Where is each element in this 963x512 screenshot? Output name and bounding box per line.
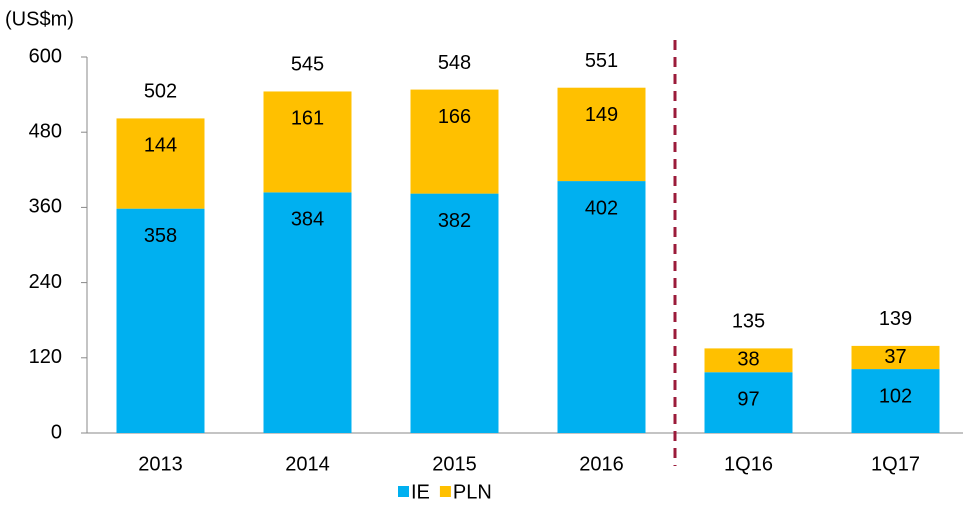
total-label: 548	[438, 52, 471, 74]
y-tick-label: 480	[29, 120, 62, 142]
value-label: 97	[737, 388, 759, 410]
y-tick-label: 600	[29, 45, 62, 67]
bar-segment	[116, 208, 205, 433]
total-label: 135	[732, 311, 765, 333]
x-tick-label: 1Q17	[871, 453, 920, 475]
bar-segment	[557, 87, 646, 182]
bar-segment	[263, 192, 352, 433]
x-tick-label: 2016	[579, 453, 624, 475]
bar-segment	[410, 193, 499, 433]
value-label: 382	[438, 210, 471, 232]
unit-label: (US$m)	[5, 8, 74, 30]
value-label: 149	[585, 104, 618, 126]
value-label: 37	[884, 346, 906, 368]
legend-label: IE	[411, 481, 430, 503]
value-label: 102	[879, 385, 912, 407]
y-tick-label: 240	[29, 271, 62, 293]
x-tick-label: 1Q16	[724, 453, 773, 475]
y-tick-label: 0	[51, 421, 62, 443]
value-label: 166	[438, 106, 471, 128]
total-label: 551	[585, 50, 618, 72]
value-label: 358	[144, 225, 177, 247]
total-label: 502	[144, 81, 177, 103]
y-tick-label: 360	[29, 196, 62, 218]
bar-segment	[851, 345, 940, 370]
bar-segment	[704, 348, 793, 373]
value-label: 402	[585, 197, 618, 219]
legend-swatch	[439, 486, 451, 497]
value-label: 384	[291, 209, 324, 231]
bar-segment	[116, 118, 205, 209]
x-tick-label: 2013	[138, 453, 183, 475]
value-label: 161	[291, 108, 324, 130]
bar-segment	[410, 89, 499, 194]
total-label: 545	[291, 54, 324, 76]
value-label: 144	[144, 135, 177, 157]
bar-segment	[851, 369, 940, 433]
bar-segment	[557, 181, 646, 433]
legend-swatch	[398, 486, 409, 497]
x-tick-label: 2014	[285, 453, 330, 475]
value-label: 38	[737, 349, 759, 371]
x-tick-label: 2015	[432, 453, 477, 475]
bar-segment	[263, 91, 352, 193]
legend-label: PLN	[453, 481, 492, 503]
y-tick-label: 120	[29, 346, 62, 368]
bar-segment	[704, 372, 793, 433]
total-label: 139	[879, 308, 912, 330]
